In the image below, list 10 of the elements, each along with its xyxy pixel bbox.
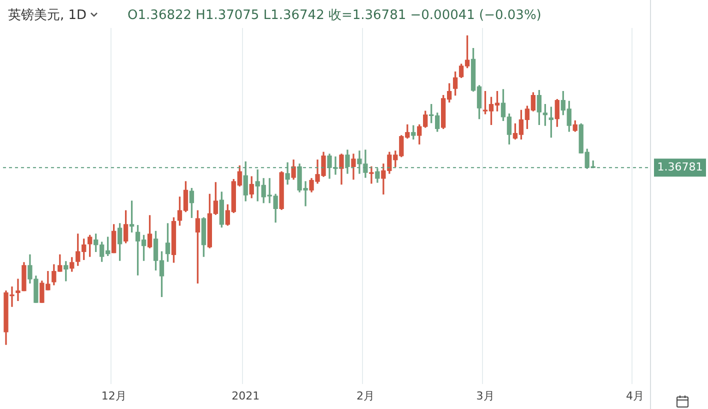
chart-title: 英镑美元, 1D (8, 7, 87, 24)
x-tick-label: 2021 (232, 389, 260, 402)
x-tick-label: 2月 (356, 389, 374, 402)
candlestick (333, 156, 338, 175)
x-tick-label: 12月 (101, 389, 126, 402)
x-tick-label: 3月 (476, 389, 494, 402)
text: 1.36781 (657, 160, 703, 174)
x-tick-label: 4月 (626, 389, 644, 402)
candlestick (369, 166, 374, 184)
chart-subtitle: O1.36822 H1.37075 L1.36742 收=1.36781 −0.00041 (−0.03%) (128, 7, 542, 24)
